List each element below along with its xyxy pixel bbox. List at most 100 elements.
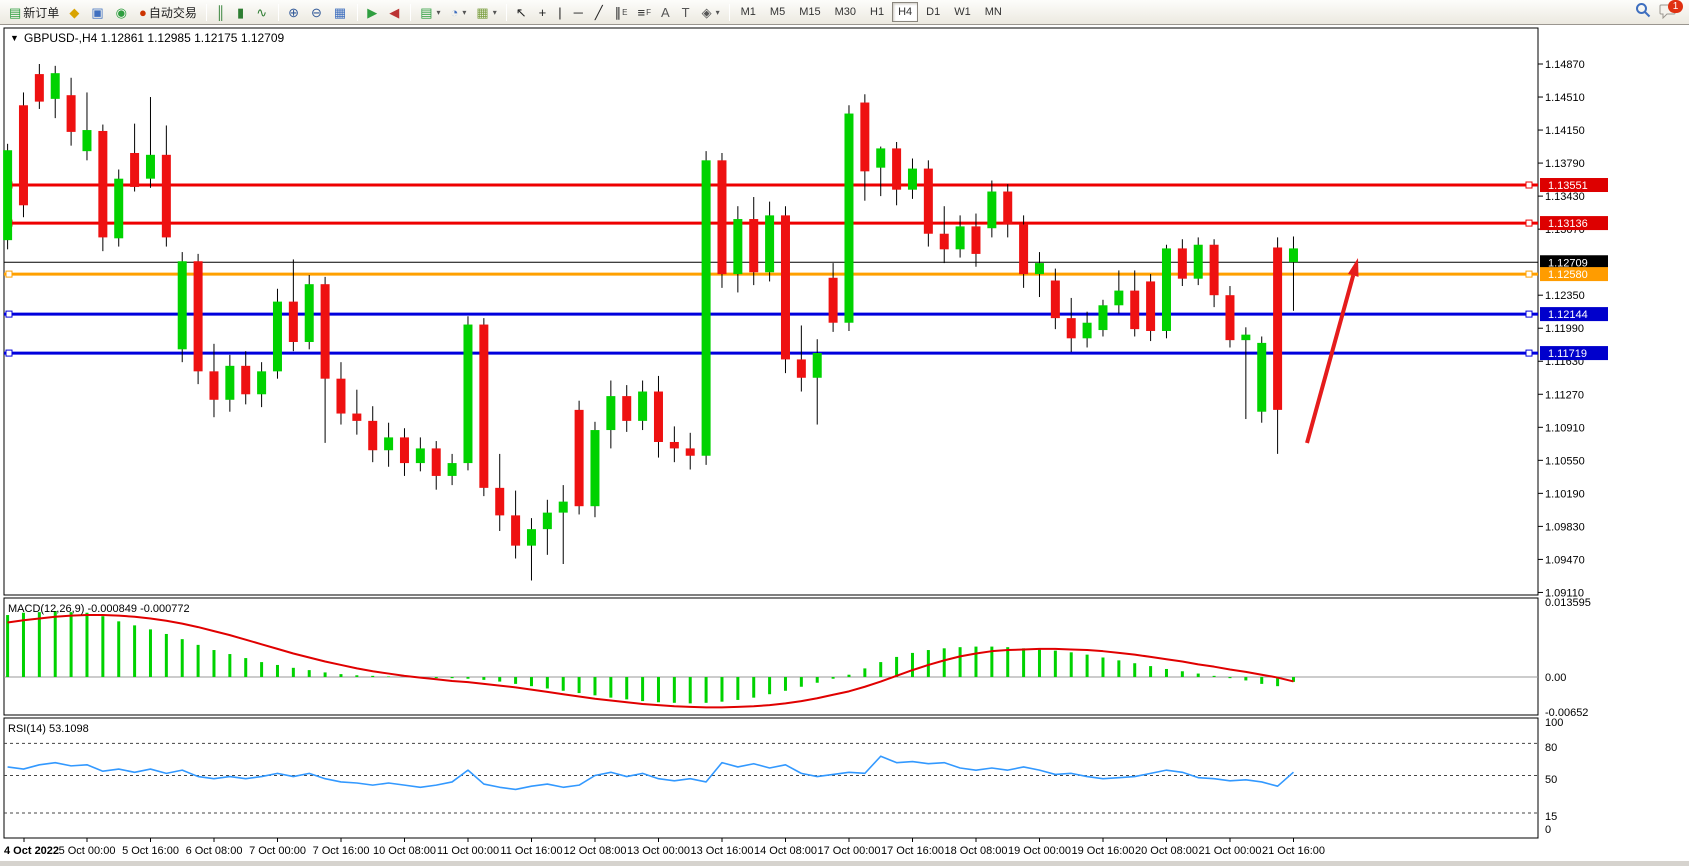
- zoom-out-button[interactable]: ⊖: [307, 1, 328, 23]
- templates-button[interactable]: ▦ ▾: [472, 1, 500, 23]
- timeframe-MN[interactable]: MN: [984, 6, 1002, 18]
- time-tick-label: 18 Oct 08:00: [945, 845, 1008, 857]
- candle-body: [1209, 244, 1219, 296]
- timeframe-H1[interactable]: H1: [870, 6, 885, 18]
- vline-button[interactable]: |: [554, 1, 567, 23]
- toolbar-separator: [205, 3, 207, 21]
- timeframe-M1[interactable]: M1: [740, 6, 756, 18]
- chart-window[interactable]: 1.14870 1.14510 1.14150 1.13790 1.13430 1.130…: [0, 25, 1689, 861]
- tile-windows-button[interactable]: ▦: [330, 1, 352, 23]
- price-tick-label: 1.09830: [1545, 521, 1585, 533]
- dropdown-caret-icon[interactable]: ▾: [492, 7, 497, 17]
- price-tick-label: 1.13430: [1545, 191, 1585, 203]
- timeframe-M5[interactable]: M5: [769, 6, 786, 18]
- candle-body: [733, 219, 743, 275]
- market-watch-button[interactable]: ▣: [87, 1, 109, 23]
- chart-shift-button[interactable]: ◀: [385, 1, 405, 23]
- candle-body: [431, 448, 441, 476]
- periods-button[interactable]: ◔ ▾: [447, 1, 471, 23]
- autotrade-button[interactable]: ● 自动交易: [135, 1, 201, 23]
- channel-button[interactable]: ∥ E: [611, 1, 632, 23]
- candle-body: [1019, 224, 1029, 275]
- quotes-button[interactable]: ◆: [65, 1, 85, 23]
- trendline-button[interactable]: ╱: [591, 1, 609, 23]
- hline-handle[interactable]: [1525, 349, 1533, 357]
- autotrade-button-label: 自动交易: [148, 5, 197, 20]
- time-tick-label: 5 Oct 16:00: [122, 845, 179, 857]
- candle-body: [780, 215, 790, 360]
- candle-body: [18, 105, 28, 206]
- candlestick-chart-button[interactable]: ▮: [233, 1, 250, 23]
- candle-body: [495, 487, 505, 516]
- time-tick-label: 6 Oct 08:00: [186, 845, 243, 857]
- candle-body: [574, 409, 584, 507]
- cursor-button[interactable]: ↖: [512, 1, 533, 23]
- line-chart-button[interactable]: ∿: [252, 1, 273, 23]
- crosshair-button[interactable]: +: [535, 1, 553, 23]
- time-tick-label: 19 Oct 16:00: [1072, 845, 1135, 857]
- candle-body: [320, 284, 330, 379]
- candle-body: [971, 226, 981, 254]
- timeframe-D1[interactable]: D1: [926, 6, 941, 18]
- candle-body: [272, 301, 282, 372]
- bar-chart-button[interactable]: ║: [212, 1, 231, 23]
- candle-body: [304, 284, 314, 342]
- price-badge: [1540, 307, 1608, 322]
- symbol-dropdown-icon[interactable]: ▼: [10, 33, 19, 43]
- time-tick-label: 13 Oct 16:00: [691, 845, 754, 857]
- chart-shift-icon: ◀: [389, 4, 400, 20]
- timeframe-M15[interactable]: M15: [799, 6, 821, 18]
- fibonacci-button[interactable]: ≡ F: [634, 1, 655, 23]
- candle-body: [177, 261, 187, 350]
- hline-handle[interactable]: [1525, 219, 1533, 227]
- hline-handle[interactable]: [1525, 310, 1533, 318]
- candle-body: [1257, 342, 1267, 412]
- candle-body: [50, 73, 60, 99]
- hline-button[interactable]: ─: [570, 1, 589, 23]
- timeframe-W1[interactable]: W1: [954, 6, 971, 18]
- notification-count-badge: 1: [1668, 0, 1683, 13]
- candle-body: [765, 215, 775, 273]
- candle-body: [558, 501, 568, 513]
- candle-body: [415, 448, 425, 464]
- search-icon[interactable]: [1635, 2, 1651, 23]
- macd-pane: [4, 611, 1538, 709]
- new-chart-button[interactable]: ▤ ▾: [416, 1, 444, 23]
- trend-arrow-annotation[interactable]: [1305, 258, 1359, 444]
- new-order-button[interactable]: ▤ 新订单: [5, 1, 63, 23]
- toolbar-separator: [410, 3, 412, 21]
- zoom-in-button[interactable]: ⊕: [284, 1, 305, 23]
- candle-body: [1288, 248, 1298, 263]
- price-axis[interactable]: 1.148701.145101.141501.137901.134301.130…: [1538, 59, 1608, 599]
- hline-handle[interactable]: [5, 310, 13, 318]
- hline-handle[interactable]: [5, 270, 13, 278]
- time-axis[interactable]: 4 Oct 2022 5 Oct 00:00 5 Oct 16:00 6 Oct 08…: [4, 838, 1325, 857]
- text-label-button[interactable]: T: [678, 1, 696, 23]
- price-badge-label: 1.13136: [1548, 218, 1588, 230]
- hline-handle[interactable]: [1525, 181, 1533, 189]
- dropdown-caret-icon[interactable]: ▾: [462, 7, 467, 17]
- timeframe-H4[interactable]: H4: [892, 2, 919, 22]
- dropdown-caret-icon[interactable]: ▾: [715, 7, 720, 17]
- main-toolbar: ▤ 新订单 ◆ ▣ ◉ ● 自动交易 ║ ▮ ∿ ⊕ ⊖ ▦ ▶ ◀ ▤ ▾ ◔ ▾ ▦ ▾ ↖ + | ─ ╱ ∥ E ≡ F A T ◈ ▾ …: [0, 0, 1689, 25]
- signals-button[interactable]: ◉: [112, 1, 133, 23]
- notifications-button[interactable]: 1: [1659, 0, 1683, 21]
- macd-axis-label: 0.013595: [1545, 597, 1591, 609]
- timeframe-M30[interactable]: M30: [834, 6, 856, 18]
- candle-body: [3, 150, 13, 241]
- text-button[interactable]: A: [657, 1, 676, 23]
- candle-body: [336, 378, 346, 414]
- toolbar-separator: [505, 3, 507, 21]
- hline-handle[interactable]: [1525, 270, 1533, 278]
- auto-scroll-button[interactable]: ▶: [363, 1, 383, 23]
- candle-body: [844, 113, 854, 323]
- time-tick-label: 19 Oct 00:00: [1008, 845, 1071, 857]
- clock-icon: ◔: [450, 4, 459, 20]
- hline-handle[interactable]: [5, 349, 13, 357]
- candle-body: [1114, 290, 1124, 306]
- chart-canvas[interactable]: 1.148701.145101.141501.137901.134301.130…: [0, 25, 1689, 861]
- shapes-button[interactable]: ◈ ▾: [698, 1, 724, 23]
- price-badge: [1540, 216, 1608, 231]
- dropdown-caret-icon[interactable]: ▾: [436, 7, 441, 17]
